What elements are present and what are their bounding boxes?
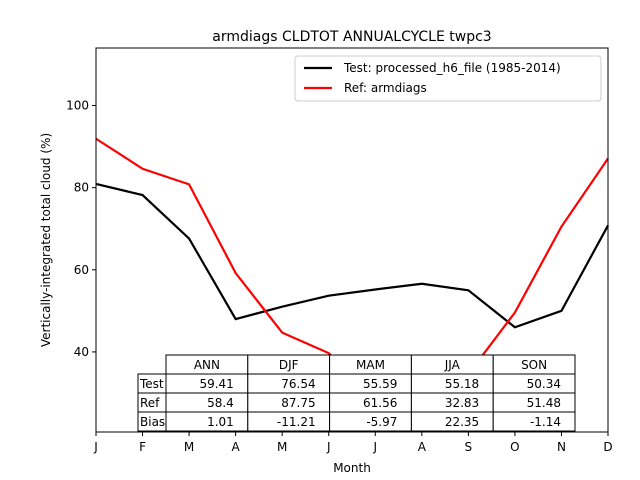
table-value: 51.48: [527, 396, 561, 410]
x-tick-label: J: [93, 440, 98, 454]
x-tick-label: A: [418, 440, 427, 454]
table-value: -1.14: [530, 415, 561, 429]
legend-box: [294, 55, 602, 102]
y-tick-label: 100: [66, 98, 89, 112]
y-axis-label: Vertically-integrated total cloud (%): [39, 133, 53, 347]
legend-label: Ref: armdiags: [344, 81, 427, 95]
x-tick-label: S: [465, 440, 473, 454]
x-tick-label: A: [232, 440, 241, 454]
table-cell: [492, 411, 576, 432]
series-line-test: [95, 182, 609, 329]
x-tick-label: O: [510, 440, 519, 454]
x-tick-label: J: [372, 440, 377, 454]
y-tick-label: 40: [74, 345, 89, 359]
table-row-label: Ref: [140, 396, 160, 410]
chart-title: armdiags CLDTOT ANNUALCYCLE twpc3: [212, 29, 491, 45]
table-value: 58.4: [207, 396, 234, 410]
table-col-header: ANN: [194, 358, 220, 372]
legend-label: Test: processed_h6_file (1985-2014): [343, 61, 561, 75]
x-tick-label: M: [277, 440, 287, 454]
y-tick-label: 60: [74, 263, 89, 277]
table-value: 61.56: [363, 396, 397, 410]
table-value: 22.35: [445, 415, 479, 429]
table-value: 1.01: [207, 415, 234, 429]
x-tick-label: M: [184, 440, 194, 454]
table-row-label: Test: [139, 377, 164, 391]
table-value: 50.34: [527, 377, 561, 391]
y-tick-label: 80: [74, 181, 89, 195]
axes-frame: [95, 47, 609, 433]
x-tick-label: N: [557, 440, 566, 454]
table-value: 55.18: [445, 377, 479, 391]
x-tick-label: J: [326, 440, 331, 454]
table-col-header: DJF: [279, 358, 299, 372]
x-axis-label: Month: [333, 461, 371, 475]
table-row-label: Bias: [140, 415, 165, 429]
x-tick-label: F: [139, 440, 146, 454]
table-value: -5.97: [366, 415, 397, 429]
table-col-header: MAM: [356, 358, 385, 372]
table-col-header: JJA: [444, 358, 461, 372]
table-value: 87.75: [281, 396, 315, 410]
table-value: 32.83: [445, 396, 479, 410]
table-value: 76.54: [281, 377, 315, 391]
table-col-header: SON: [521, 358, 547, 372]
table-value: 55.59: [363, 377, 397, 391]
x-tick-label: D: [603, 440, 612, 454]
table-value: -11.21: [277, 415, 316, 429]
table-value: 59.41: [199, 377, 233, 391]
